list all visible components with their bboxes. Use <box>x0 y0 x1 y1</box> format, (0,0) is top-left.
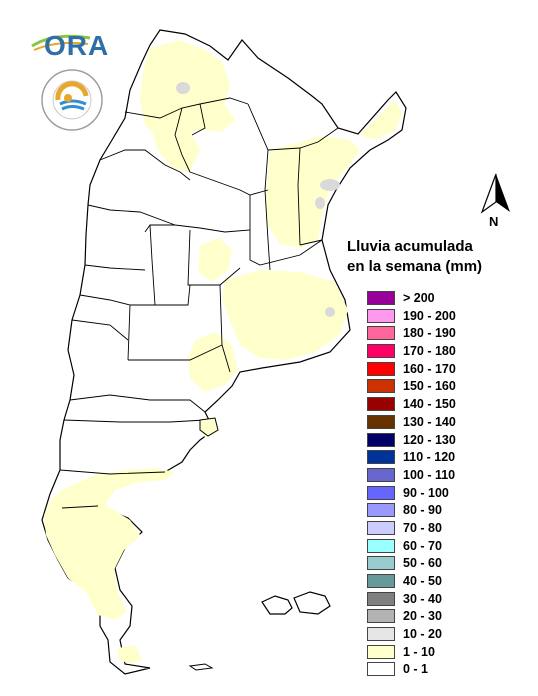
ora-text: ORA <box>44 30 110 61</box>
legend-label: 150 - 160 <box>403 379 456 394</box>
legend-swatch <box>367 467 395 482</box>
legend-label: 160 - 170 <box>403 361 456 376</box>
legend-swatch <box>367 591 395 606</box>
legend-item: 20 - 30 <box>365 608 505 626</box>
legend-swatch <box>367 291 395 305</box>
legend-item: 40 - 50 <box>365 573 505 591</box>
smn-seal-icon <box>41 69 103 131</box>
legend-label: 1 - 10 <box>403 644 435 659</box>
legend-swatch <box>367 485 395 500</box>
legend-swatch <box>367 662 395 677</box>
legend-item: > 200 <box>365 290 505 308</box>
legend-item: 170 - 180 <box>365 343 505 361</box>
legend-label: 110 - 120 <box>403 450 456 465</box>
legend-label: > 200 <box>403 291 435 305</box>
legend-label: 80 - 90 <box>403 503 442 518</box>
legend-item: 10 - 20 <box>365 626 505 644</box>
legend-swatch <box>367 627 395 642</box>
legend-swatch <box>367 326 395 341</box>
north-arrow-icon <box>480 173 510 214</box>
legend-swatch <box>367 397 395 412</box>
north-arrow <box>480 172 512 222</box>
legend-swatch <box>367 574 395 588</box>
peninsula-valdes <box>199 417 219 437</box>
legend-item: 140 - 150 <box>365 396 505 414</box>
legend-label: 190 - 200 <box>403 308 456 323</box>
legend-item: 120 - 130 <box>365 432 505 450</box>
legend-item: 190 - 200 <box>365 308 505 326</box>
legend-swatch <box>367 450 395 465</box>
legend-item: 180 - 190 <box>365 325 505 343</box>
legend-label: 10 - 20 <box>403 627 442 642</box>
legend-item: 130 - 140 <box>365 414 505 432</box>
legend-label: 30 - 40 <box>403 591 442 606</box>
legend-swatch <box>367 503 395 518</box>
legend-item: 90 - 100 <box>365 485 505 503</box>
ora-swoosh-icon <box>31 34 91 51</box>
legend-swatch <box>367 432 395 447</box>
legend-label: 40 - 50 <box>403 574 442 588</box>
legend-label: 120 - 130 <box>403 432 456 447</box>
legend-swatch <box>367 609 395 624</box>
legend-label: 170 - 180 <box>403 344 456 359</box>
legend-item: 30 - 40 <box>365 591 505 609</box>
legend-swatch <box>367 520 395 535</box>
legend-item: 80 - 90 <box>365 502 505 520</box>
legend-label: 70 - 80 <box>403 520 442 535</box>
legend-swatch <box>367 379 395 394</box>
legend-title-line2: en la semana (mm) <box>347 258 483 275</box>
rain-1-10-areas <box>44 40 402 664</box>
legend-item: 50 - 60 <box>365 555 505 573</box>
legend-label: 20 - 30 <box>403 609 442 624</box>
legend-swatch <box>367 414 395 429</box>
legend-item: 70 - 80 <box>365 520 505 538</box>
legend-title-line1: Lluvia acumulada <box>347 238 473 255</box>
legend-swatch <box>367 538 395 553</box>
legend-label: 140 - 150 <box>403 397 456 412</box>
legend-swatch <box>367 556 395 571</box>
legend-label: 180 - 190 <box>403 326 456 341</box>
legend-swatch <box>367 361 395 376</box>
malvinas-islands <box>261 591 331 615</box>
legend-swatch <box>367 308 395 323</box>
legend-item: 150 - 160 <box>365 378 505 396</box>
legend-item: 160 - 170 <box>365 361 505 379</box>
province-boundaries <box>59 97 339 509</box>
isla-estados <box>188 663 214 671</box>
ora-logo: ORA <box>30 28 110 62</box>
legend: > 200 190 - 200 180 - 190 170 - 180 160 - 17… <box>365 290 505 679</box>
legend-title: Lluvia acumulada en la semana (mm) <box>347 237 527 277</box>
legend-label: 90 - 100 <box>403 485 449 500</box>
legend-item: 100 - 110 <box>365 467 505 485</box>
legend-swatch <box>367 344 395 359</box>
legend-item: 1 - 10 <box>365 644 505 662</box>
legend-item: 110 - 120 <box>365 449 505 467</box>
legend-item: 60 - 70 <box>365 538 505 556</box>
legend-item: 0 - 1 <box>365 661 505 679</box>
rain-10-20-areas <box>176 82 340 317</box>
north-label: N <box>489 214 499 229</box>
legend-label: 130 - 140 <box>403 414 456 429</box>
legend-label: 50 - 60 <box>403 556 442 571</box>
legend-label: 0 - 1 <box>403 662 429 677</box>
legend-label: 100 - 110 <box>403 467 456 482</box>
legend-swatch <box>367 644 395 659</box>
smn-seal <box>40 68 104 132</box>
legend-label: 60 - 70 <box>403 538 442 553</box>
